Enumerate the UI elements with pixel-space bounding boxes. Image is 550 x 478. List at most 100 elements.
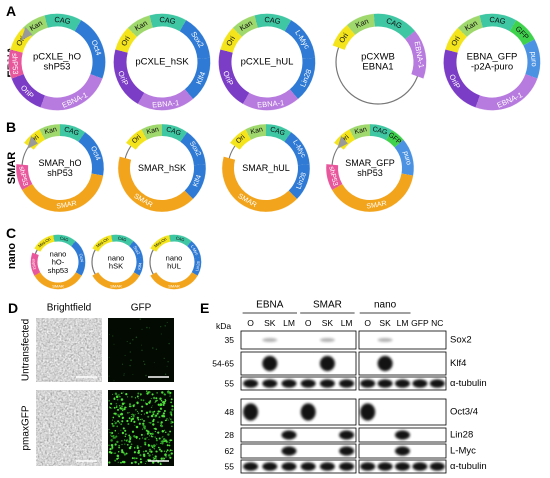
gfp-cell <box>136 395 139 398</box>
feature-edge <box>59 123 86 133</box>
gfp-cell <box>150 414 154 418</box>
plasmid-name: pCXWB <box>361 51 395 62</box>
feature-edge <box>191 240 202 258</box>
feature-label: Ori <box>119 34 132 47</box>
unit-label: kDa <box>216 321 231 331</box>
plasmid-feature <box>394 139 414 176</box>
gfp-cell <box>146 432 149 435</box>
lane-label: SK <box>264 318 276 328</box>
plasmid-name: pCXLE_hUL <box>241 57 294 68</box>
feature-edge <box>8 49 12 79</box>
gfp-cell <box>160 424 164 428</box>
plasmid-name: shP53 <box>47 168 73 178</box>
gfp-cell <box>123 374 125 376</box>
gfp-cell <box>127 439 129 441</box>
gfp-cell <box>126 419 129 423</box>
gfp-cell <box>149 400 152 402</box>
gfp-cell <box>124 429 127 432</box>
gfp-cell <box>141 399 143 401</box>
gfp-cell <box>161 409 162 410</box>
blot-target: Klf4 <box>450 358 466 369</box>
gfp-cell <box>153 410 156 413</box>
gfp-cell <box>148 391 151 394</box>
gfp-cell <box>119 407 122 410</box>
plasmid-name: SMAR_hUL <box>242 163 290 173</box>
lane-label: LM <box>397 318 409 328</box>
molecular-weight: 55 <box>225 379 235 389</box>
band <box>243 462 259 471</box>
feature-label: Ori <box>235 134 247 146</box>
gfp-cell <box>110 431 113 434</box>
feature-label: Ori <box>449 34 462 47</box>
plasmid-feature <box>141 124 163 140</box>
gfp-cell <box>162 439 164 441</box>
gfp-cell <box>153 444 155 447</box>
molecular-weight: 35 <box>225 335 235 345</box>
feature-edge <box>444 27 458 50</box>
gfp-cell <box>170 401 172 404</box>
gfp-cell <box>128 405 131 408</box>
band <box>360 379 376 388</box>
gfp-cell <box>118 446 120 449</box>
feature-label: CAG <box>165 126 182 137</box>
gfp-cell <box>152 418 155 421</box>
blot-target: Lin28 <box>450 430 473 441</box>
plasmid-feature <box>184 57 211 100</box>
gfp-cell <box>130 420 133 422</box>
gfp-cell <box>142 450 145 453</box>
gfp-cell <box>167 433 170 436</box>
plasmid-feature <box>44 13 82 32</box>
gfp-cell <box>132 414 135 417</box>
row-header: pmaxGFP <box>21 405 32 450</box>
plasmid-feature <box>179 20 211 60</box>
gfp-cell <box>133 435 136 438</box>
gfp-cell <box>132 339 134 341</box>
gfp-cell <box>171 415 173 417</box>
band <box>243 403 259 421</box>
feature-edge <box>414 30 427 79</box>
shrna-arrow <box>20 27 33 41</box>
feature-label: shP53 <box>327 166 338 187</box>
gfp-cell <box>148 454 151 457</box>
gfp-cell <box>165 419 167 422</box>
feature-edge <box>23 128 40 143</box>
gfp-cell <box>112 419 114 421</box>
gfp-cell <box>147 444 151 447</box>
gfp-cell <box>124 440 126 442</box>
column-header: GFP <box>131 303 152 314</box>
gfp-cell <box>169 450 171 452</box>
plasmid-feature <box>34 234 55 252</box>
gfp-cell <box>170 420 173 423</box>
gfp-cell <box>108 444 110 446</box>
gfp-cell <box>165 451 168 453</box>
gfp-cell <box>148 432 151 434</box>
plasmid-feature <box>523 39 541 79</box>
feature-label: SMAR <box>110 284 122 289</box>
plasmid-feature <box>115 27 138 54</box>
gfp-cell <box>115 414 117 416</box>
feature-edge <box>192 57 211 100</box>
band <box>429 462 445 471</box>
gfp-cell <box>127 412 129 414</box>
gfp-cell <box>158 448 161 451</box>
gfp-cell <box>108 461 111 464</box>
gfp-cell <box>142 453 146 456</box>
plasmid-feature <box>161 124 188 142</box>
gfp-cell <box>116 454 120 458</box>
feature-label: puro <box>402 150 412 165</box>
feature-edge <box>30 252 35 276</box>
gfp-cell <box>140 410 143 412</box>
blot-box <box>240 427 357 443</box>
lane-label: O <box>305 318 312 328</box>
gfp-cell <box>144 463 146 464</box>
plasmid-name: SMAR_hO <box>38 158 81 168</box>
gfp-cell <box>132 404 135 407</box>
plasmid-feature <box>187 240 202 259</box>
gfp-cell <box>108 356 110 358</box>
gfp-cell <box>163 457 166 460</box>
plasmid-feature <box>373 13 416 40</box>
group-header: SMAR <box>313 300 342 311</box>
gfp-cell <box>164 453 167 456</box>
gfp-cell <box>120 429 122 431</box>
gfp-cell <box>125 392 128 396</box>
